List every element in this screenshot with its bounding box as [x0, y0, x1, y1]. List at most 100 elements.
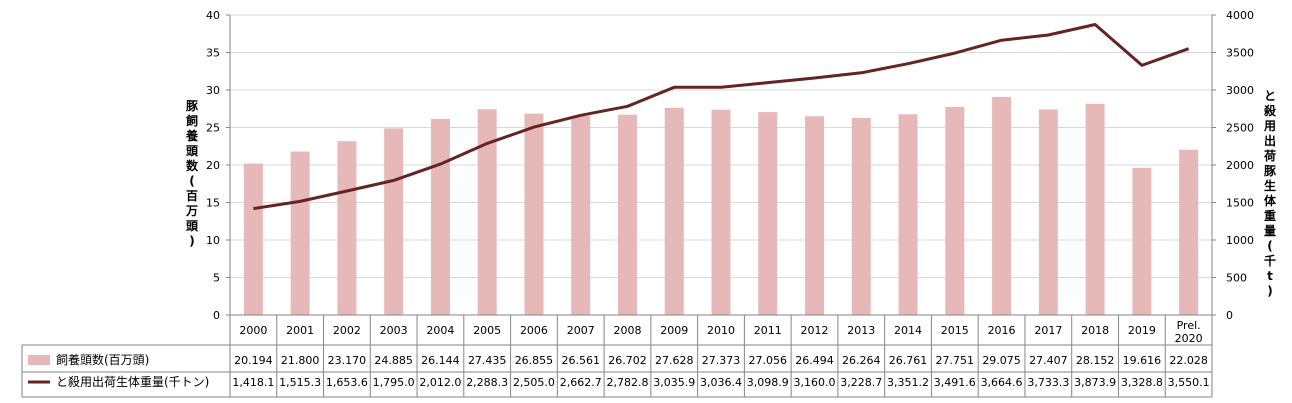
category-label: 2011 — [754, 324, 782, 337]
bar-value-label: 24.885 — [374, 354, 413, 367]
axis-title-char: t — [1267, 269, 1273, 283]
bar-2016 — [992, 96, 1012, 315]
line-value-label: 1,418.1 — [232, 376, 274, 389]
bar-2003 — [384, 128, 404, 315]
line-value-label: 1,515.3 — [279, 376, 321, 389]
category-label: 2020 — [1175, 332, 1203, 345]
bar-Prel-2020 — [1179, 149, 1199, 315]
left-tick-label: 30 — [206, 84, 220, 97]
bar-2017 — [1038, 109, 1058, 315]
bar-2000 — [243, 163, 263, 315]
left-axis-title: 豚飼養頭数(百万頭) — [185, 98, 199, 248]
category-label: 2012 — [801, 324, 829, 337]
bar-value-label: 26.494 — [795, 354, 834, 367]
category-label: 2014 — [894, 324, 922, 337]
left-tick-label: 35 — [206, 47, 220, 60]
category-label: 2005 — [473, 324, 501, 337]
line-value-label: 3,328.8 — [1121, 376, 1163, 389]
category-label: 2019 — [1128, 324, 1156, 337]
bar-value-label: 27.751 — [936, 354, 975, 367]
bar-2005 — [477, 109, 497, 315]
bar-value-label: 26.561 — [561, 354, 600, 367]
line-value-label: 3,873.9 — [1074, 376, 1116, 389]
bar-2015 — [945, 106, 965, 316]
category-label: 2018 — [1081, 324, 1109, 337]
axis-title-char: 頭 — [186, 144, 199, 158]
data-table: 2000 2001 2002 2003 2004 2005 2006 2007 2008 2009… — [21, 314, 1213, 398]
bar-value-label: 27.435 — [468, 354, 507, 367]
right-tick-label: 1500 — [1226, 197, 1254, 210]
bar-value-label: 27.373 — [702, 354, 741, 367]
category-label: 2003 — [380, 324, 408, 337]
right-axis-title: と殺用出荷豚生体重量(千 t) — [1263, 89, 1277, 298]
category-label: 2000 — [239, 324, 267, 337]
bar-2018 — [1085, 103, 1105, 315]
bar-2019 — [1132, 167, 1152, 315]
bar-2009 — [664, 107, 684, 315]
right-tick-label: 1000 — [1226, 234, 1254, 247]
line-value-label: 1,653.6 — [326, 376, 368, 389]
bar-value-label: 21.800 — [281, 354, 320, 367]
axis-title-char: 万 — [185, 204, 198, 218]
category-label: 2002 — [333, 324, 361, 337]
bar-2012 — [805, 116, 825, 315]
axis-title-char: と — [1264, 89, 1276, 103]
bar-2007 — [571, 115, 591, 315]
category-label: 2015 — [941, 324, 969, 337]
axis-title-char: 重 — [1264, 208, 1276, 223]
bar-value-label: 26.855 — [515, 354, 554, 367]
axis-title-char: 体 — [1264, 193, 1277, 208]
category-label: 2001 — [286, 324, 314, 337]
category-label: 2010 — [707, 324, 735, 337]
line-value-label: 3,733.3 — [1027, 376, 1069, 389]
left-tick-label: 5 — [213, 272, 220, 285]
legend-label-line: と殺用出荷生体重量(千トン) — [56, 375, 209, 389]
line-value-label: 2,782.8 — [606, 376, 648, 389]
bar-2010 — [711, 109, 731, 315]
bar-value-label: 27.407 — [1029, 354, 1068, 367]
axis-title-char: 出 — [1264, 133, 1276, 148]
line-value-label: 2,505.0 — [513, 376, 555, 389]
axis-title-char: 豚 — [1263, 163, 1277, 178]
line-value-label: 3,228.7 — [840, 376, 882, 389]
bar-value-label: 22.028 — [1169, 354, 1208, 367]
category-label: 2004 — [426, 324, 454, 337]
left-tick-label: 40 — [206, 9, 220, 22]
right-tick-label: 4000 — [1226, 9, 1254, 22]
bar-value-label: 26.264 — [842, 354, 881, 367]
category-label: 2013 — [847, 324, 875, 337]
left-axis-ticks: 0 5 10 15 20 25 30 35 40 — [206, 9, 230, 322]
line-value-label: 3,491.6 — [934, 376, 976, 389]
bar-2011 — [758, 112, 778, 315]
legend-key-bar — [28, 355, 50, 365]
right-axis-ticks: 0 500 1000 1500 2000 2500 3000 3500 4000 — [1212, 9, 1254, 322]
line-value-label: 1,795.0 — [373, 376, 415, 389]
category-label: 2017 — [1034, 324, 1062, 337]
bar-2001 — [290, 151, 310, 315]
axis-title-char: ) — [189, 234, 194, 248]
bar-value-label: 26.144 — [421, 354, 460, 367]
axis-title-char: ) — [1267, 284, 1272, 298]
axis-title-char: 養 — [185, 128, 198, 143]
line-value-label: 3,160.0 — [794, 376, 836, 389]
right-tick-label: 3000 — [1226, 84, 1254, 97]
category-label: 2009 — [660, 324, 688, 337]
axis-title-char: 殺 — [1263, 103, 1277, 118]
category-label: 2007 — [567, 324, 595, 337]
line-value-label: 2,012.0 — [419, 376, 461, 389]
category-label: 2016 — [988, 324, 1016, 337]
axis-title-char: 頭 — [186, 219, 199, 233]
line-value-label: 3,036.4 — [700, 376, 742, 389]
line-value-label: 3,035.9 — [653, 376, 695, 389]
bar-2008 — [617, 114, 637, 315]
legend-label-bar: 飼養頭数(百万頭) — [56, 352, 149, 367]
line-value-label: 2,662.7 — [560, 376, 602, 389]
axis-title-char: 豚 — [185, 98, 199, 113]
bar-value-label: 26.761 — [889, 354, 928, 367]
axis-title-char: 飼 — [185, 113, 198, 128]
category-label: 2008 — [613, 324, 641, 337]
right-tick-label: 0 — [1226, 309, 1233, 322]
axis-title-char: 荷 — [1263, 148, 1276, 163]
line-value-label: 2,288.3 — [466, 376, 508, 389]
